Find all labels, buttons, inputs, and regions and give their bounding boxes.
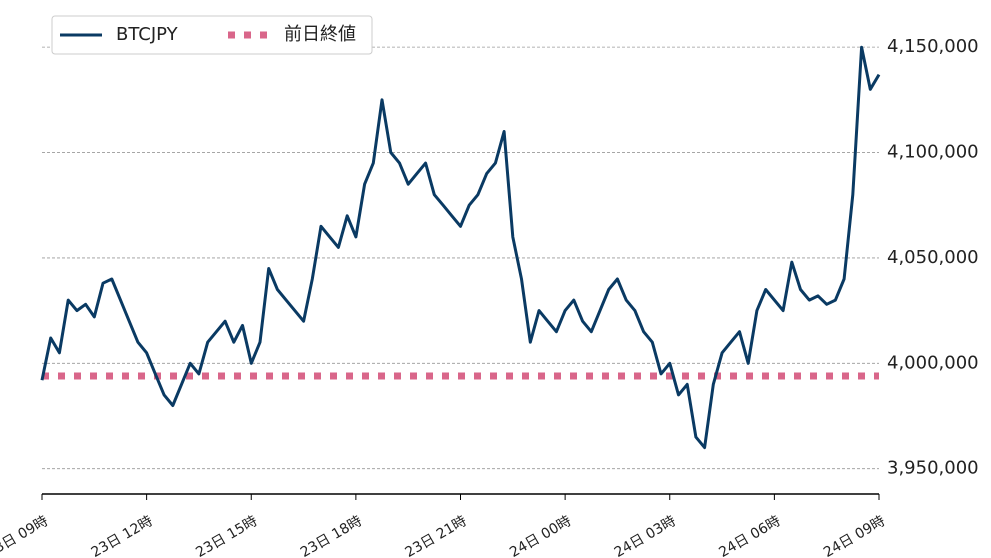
y-tick-label: 4,000,000 [887,352,979,373]
x-tick-label: 24日 09時 [821,513,888,558]
x-tick-label: 23日 21時 [403,513,470,558]
x-tick-label: 24日 06時 [716,513,783,558]
y-tick-label: 4,050,000 [887,247,979,268]
x-tick-label: 23日 12時 [89,513,156,558]
legend-label: BTCJPY [116,24,179,45]
legend-label: 前日終値 [284,24,356,45]
y-tick-label: 4,150,000 [887,36,979,57]
x-tick-label: 24日 03時 [612,513,679,558]
y-tick-label: 4,100,000 [887,142,979,163]
price-line [40,45,881,450]
x-tick-label: 24日 00時 [507,513,574,558]
y-tick-label: 3,950,000 [887,458,979,479]
legend-box [51,15,373,55]
x-tick-label: 23日 18時 [298,513,365,558]
legend: BTCJPY 前日終値 [51,15,373,55]
x-tick-label: 23日 09時 [0,513,51,558]
x-tick-label: 23日 15時 [193,513,260,558]
